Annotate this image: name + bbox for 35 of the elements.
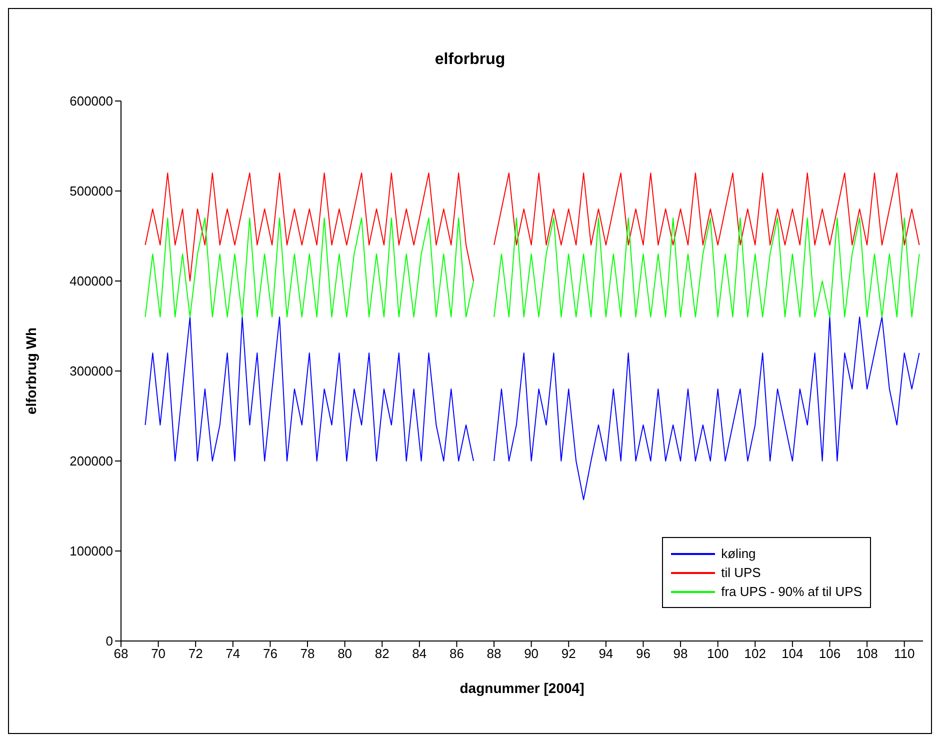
- x-tick-label: 84: [412, 646, 427, 662]
- x-tick-label: 106: [818, 646, 841, 662]
- y-tick-label: 400000: [70, 274, 113, 289]
- x-tick-label: 108: [856, 646, 878, 662]
- x-tick-label: 80: [338, 646, 352, 662]
- y-axis-title: elforbrug Wh: [22, 327, 39, 415]
- x-tick-label: 88: [486, 646, 502, 662]
- y-tick-label: 200000: [70, 454, 113, 469]
- x-tick-label: 110: [894, 646, 915, 662]
- x-tick-label: 98: [673, 646, 688, 662]
- x-tick-label: 72: [188, 646, 203, 662]
- chart-title: elforbrug: [434, 51, 506, 69]
- x-tick-label: 96: [636, 646, 650, 662]
- x-axis-title: dagnummer [2004]: [460, 680, 584, 696]
- x-tick-label: 86: [449, 646, 464, 662]
- y-tick-label: 100000: [70, 544, 113, 559]
- x-tick-label: 68: [114, 646, 128, 662]
- y-tick-label: 500000: [70, 184, 113, 199]
- x-tick-label: 78: [300, 646, 315, 662]
- x-tick-label: 100: [706, 646, 729, 662]
- legend-label: fra UPS - 90% af til UPS: [721, 584, 862, 599]
- legend-label: til UPS: [721, 565, 761, 580]
- y-tick-label: 0: [106, 634, 113, 649]
- y-tick-label: 300000: [70, 364, 113, 379]
- x-tick-label: 102: [744, 646, 766, 662]
- x-tick-label: 82: [374, 646, 390, 662]
- x-tick-label: 90: [524, 646, 539, 662]
- legend-label: køling: [721, 546, 756, 561]
- x-tick-label: 104: [782, 646, 804, 662]
- x-tick-label: 94: [598, 646, 614, 662]
- x-tick-label: 92: [561, 646, 576, 662]
- x-tick-label: 74: [226, 646, 240, 662]
- y-tick-label: 600000: [70, 94, 113, 109]
- x-tick-label: 76: [262, 646, 278, 662]
- x-tick-label: 70: [151, 646, 166, 662]
